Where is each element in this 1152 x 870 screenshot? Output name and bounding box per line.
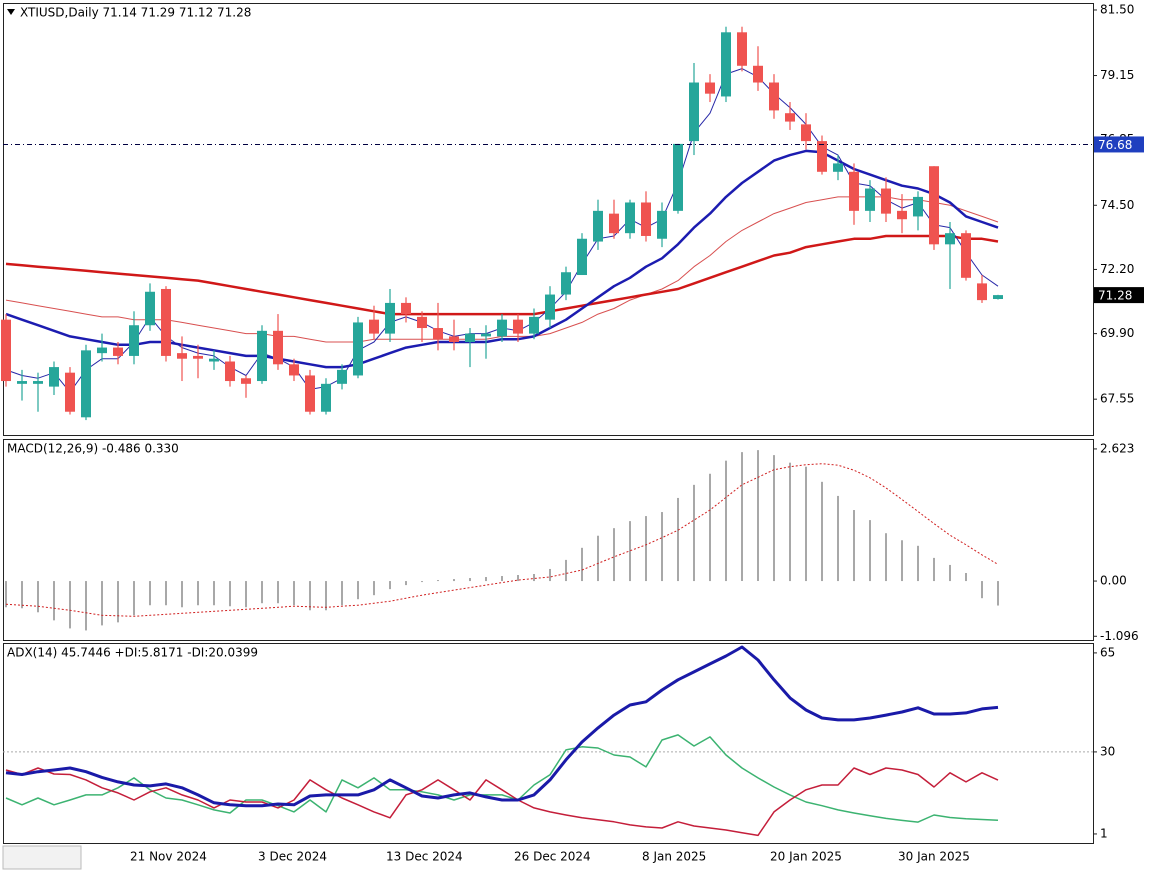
candle-body bbox=[289, 364, 299, 376]
y-tick-label: 30 bbox=[1100, 744, 1115, 758]
candle-body bbox=[113, 347, 123, 356]
x-tick-label: 30 Jan 2025 bbox=[898, 850, 970, 864]
candle-body bbox=[689, 82, 699, 142]
price-line-box bbox=[1094, 136, 1144, 153]
candle-body bbox=[673, 143, 683, 211]
candle-body bbox=[945, 233, 955, 245]
candle-body bbox=[929, 166, 939, 245]
x-tick-label: 21 Nov 2024 bbox=[130, 850, 207, 864]
last-price-box bbox=[1094, 287, 1144, 304]
candle-body bbox=[49, 367, 59, 387]
candle-body bbox=[449, 336, 459, 342]
candle-body bbox=[33, 381, 43, 384]
candle-body bbox=[401, 302, 411, 315]
candle-body bbox=[1, 319, 11, 382]
candle-body bbox=[753, 65, 763, 83]
candle-body bbox=[417, 316, 427, 329]
y-tick-label: 0.00 bbox=[1100, 574, 1127, 588]
candle-body bbox=[65, 372, 75, 412]
x-tick-label: 8 Jan 2025 bbox=[642, 850, 706, 864]
candle-body bbox=[913, 196, 923, 217]
menu-triangle[interactable] bbox=[7, 9, 15, 15]
scroll-tab[interactable] bbox=[2, 845, 82, 870]
panel-title: ADX(14) 45.7446 +DI:5.8171 -DI:20.0399 bbox=[7, 646, 258, 660]
candle-body bbox=[785, 113, 795, 122]
candle-body bbox=[769, 82, 779, 111]
candle-body bbox=[993, 295, 1003, 300]
y-tick-label: 1 bbox=[1100, 826, 1108, 840]
candle-body bbox=[481, 333, 491, 337]
candle-body bbox=[817, 141, 827, 172]
candle-body bbox=[593, 210, 603, 242]
y-tick-label: 65 bbox=[1100, 645, 1115, 659]
candle-body bbox=[305, 375, 315, 412]
indicator-line bbox=[5, 734, 999, 823]
candle-body bbox=[321, 383, 331, 412]
candle-body bbox=[737, 32, 747, 66]
candle-body bbox=[609, 213, 619, 234]
candle-body bbox=[705, 82, 715, 94]
last-price-label: 71.28 bbox=[1098, 289, 1132, 303]
candle-body bbox=[81, 350, 91, 418]
candle-body bbox=[257, 330, 267, 382]
x-tick-label: 26 Dec 2024 bbox=[514, 850, 591, 864]
indicator-line bbox=[5, 645, 999, 808]
x-tick-label: 13 Dec 2024 bbox=[386, 850, 463, 864]
candle-body bbox=[145, 291, 155, 326]
y-tick-label: 74.50 bbox=[1100, 198, 1134, 212]
y-tick-label: -1.096 bbox=[1100, 629, 1139, 643]
candle-body bbox=[897, 210, 907, 220]
signal-line bbox=[5, 463, 999, 617]
candle-body bbox=[721, 32, 731, 97]
candle-body bbox=[881, 188, 891, 214]
candle-body bbox=[177, 353, 187, 359]
candle-body bbox=[801, 124, 811, 142]
price-panel bbox=[3, 3, 1094, 436]
candle-body bbox=[209, 358, 219, 362]
candle-body bbox=[833, 163, 843, 172]
candle-body bbox=[433, 328, 443, 340]
candle-body bbox=[497, 319, 507, 337]
y-tick-label: 79.15 bbox=[1100, 68, 1134, 82]
candle-body bbox=[657, 210, 667, 239]
candle-body bbox=[161, 288, 171, 356]
candle-body bbox=[641, 202, 651, 236]
y-tick-label: 69.90 bbox=[1100, 326, 1134, 340]
x-tick-label: 20 Jan 2025 bbox=[770, 850, 842, 864]
candle-body bbox=[369, 319, 379, 334]
candle-body bbox=[529, 316, 539, 334]
adx-panel bbox=[3, 643, 1094, 844]
candle-body bbox=[385, 302, 395, 334]
candle-body bbox=[273, 330, 283, 365]
candle-body bbox=[241, 378, 251, 384]
y-tick-label: 67.55 bbox=[1100, 392, 1134, 406]
candle-body bbox=[961, 233, 971, 278]
candle-body bbox=[577, 238, 587, 276]
candle-body bbox=[977, 283, 987, 301]
macd-panel bbox=[3, 439, 1094, 641]
candle-body bbox=[513, 319, 523, 334]
candle-body bbox=[545, 294, 555, 320]
candle-body bbox=[225, 361, 235, 382]
candle-body bbox=[561, 272, 571, 295]
y-tick-label: 72.20 bbox=[1100, 262, 1134, 276]
candle-body bbox=[465, 333, 475, 342]
candle-body bbox=[625, 202, 635, 234]
panel-title: XTIUSD,Daily 71.14 71.29 71.12 71.28 bbox=[20, 6, 251, 20]
y-tick-label: 2.623 bbox=[1100, 441, 1134, 455]
candle-body bbox=[865, 188, 875, 211]
indicator-line bbox=[5, 767, 999, 837]
candle-body bbox=[337, 369, 347, 384]
candle-body bbox=[849, 171, 859, 211]
candle-body bbox=[193, 355, 203, 359]
price-line-label: 76.68 bbox=[1098, 138, 1132, 152]
candle-body bbox=[97, 347, 107, 354]
candle-body bbox=[129, 325, 139, 356]
candle-body bbox=[17, 381, 27, 384]
candle-body bbox=[353, 322, 363, 376]
x-tick-label: 3 Dec 2024 bbox=[258, 850, 327, 864]
panel-title: MACD(12,26,9) -0.486 0.330 bbox=[7, 442, 179, 456]
y-tick-label: 81.50 bbox=[1100, 2, 1134, 16]
